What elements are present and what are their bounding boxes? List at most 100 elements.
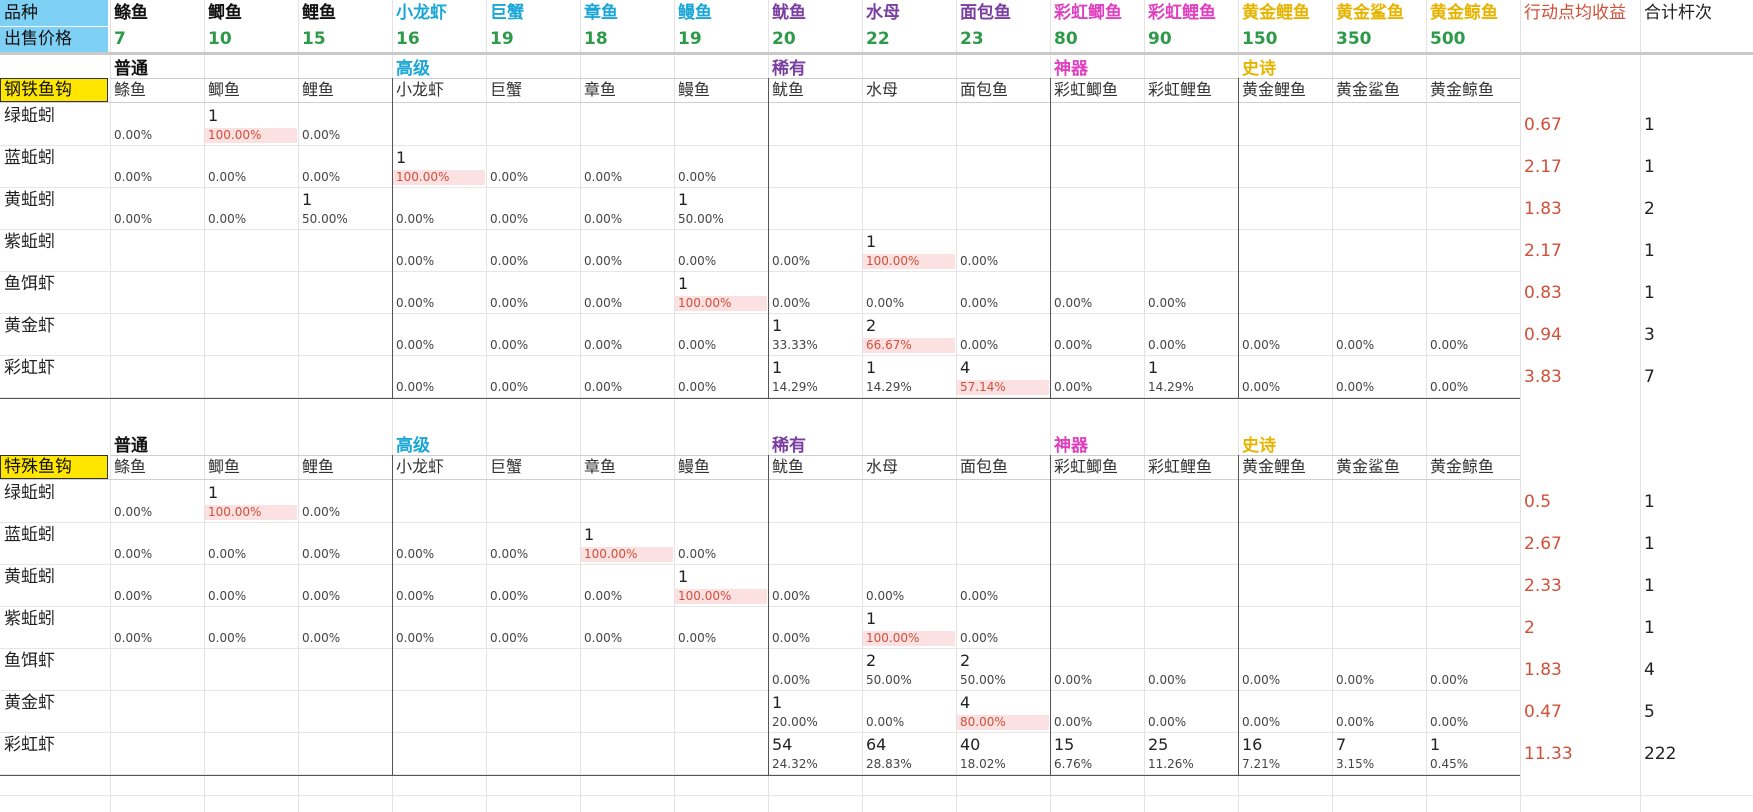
catch-count: 1 — [1148, 358, 1159, 377]
fish-column-label: 彩虹鲫鱼 — [1054, 457, 1119, 476]
catch-count: 1 — [208, 483, 219, 502]
catch-count: 4 — [960, 358, 971, 377]
header-label-divider — [0, 26, 108, 27]
catch-percent: 0.00% — [1336, 338, 1375, 352]
catch-count: 1 — [772, 358, 783, 377]
catch-percent: 0.00% — [772, 589, 811, 603]
bait-name: 彩虹虾 — [4, 358, 55, 378]
col-gridline — [862, 0, 863, 812]
catch-percent: 0.00% — [1054, 673, 1093, 687]
catch-percent: 0.00% — [1242, 380, 1281, 394]
fish-column-label: 鲫鱼 — [208, 80, 241, 99]
total-casts-value: 1 — [1644, 283, 1655, 303]
bait-name: 绿蚯蚓 — [4, 106, 55, 126]
fish-name-header: 水母 — [866, 3, 900, 23]
fish-name-header: 彩虹鲤鱼 — [1148, 3, 1216, 23]
catch-percent: 0.00% — [208, 212, 247, 226]
fish-price-header: 15 — [302, 29, 326, 49]
row-gridline — [0, 355, 1520, 356]
catch-percent: 80.00% — [960, 715, 1006, 729]
catch-percent: 50.00% — [302, 212, 348, 226]
catch-count: 1 — [678, 274, 689, 293]
catch-percent: 0.00% — [114, 505, 153, 519]
percent-highlight — [675, 589, 767, 604]
catch-percent: 0.00% — [772, 631, 811, 645]
total-casts-value: 1 — [1644, 618, 1655, 638]
catch-count: 1 — [208, 106, 219, 125]
tier-label: 神器 — [1054, 59, 1088, 79]
tier-divider — [1238, 455, 1239, 775]
catch-percent: 0.00% — [1148, 715, 1187, 729]
fish-column-label: 面包鱼 — [960, 457, 1009, 476]
catch-percent: 0.00% — [866, 715, 905, 729]
tier-label: 史诗 — [1242, 436, 1276, 456]
row-gridline — [0, 522, 1520, 523]
catch-percent: 100.00% — [866, 254, 920, 268]
row-gridline — [0, 187, 1520, 188]
fish-column-label: 鲦鱼 — [114, 80, 147, 99]
fish-column-label: 黄金鲤鱼 — [1242, 457, 1307, 476]
fish-column-label: 章鱼 — [584, 457, 617, 476]
catch-percent: 0.00% — [114, 170, 153, 184]
percent-highlight — [863, 338, 955, 353]
catch-percent: 6.76% — [1054, 757, 1093, 771]
total-casts-value: 1 — [1644, 241, 1655, 261]
catch-percent: 0.00% — [584, 254, 623, 268]
catch-percent: 14.29% — [1148, 380, 1194, 394]
catch-percent: 0.00% — [208, 170, 247, 184]
catch-percent: 50.00% — [960, 673, 1006, 687]
fish-name-header: 彩虹鲫鱼 — [1054, 3, 1122, 23]
catch-percent: 0.00% — [1242, 715, 1281, 729]
catch-count: 1 — [772, 316, 783, 335]
avg-income-value: 0.5 — [1524, 492, 1552, 512]
catch-percent: 0.00% — [302, 547, 341, 561]
fish-price-header: 80 — [1054, 29, 1078, 49]
catch-percent: 0.00% — [1430, 715, 1469, 729]
catch-percent: 100.00% — [678, 589, 732, 603]
catch-percent: 0.00% — [490, 631, 529, 645]
catch-count: 1 — [678, 567, 689, 586]
fish-name-header: 章鱼 — [584, 3, 618, 23]
catch-percent: 0.00% — [584, 296, 623, 310]
avg-income-value: 1.83 — [1524, 660, 1562, 680]
row-gridline — [0, 774, 1520, 775]
catch-percent: 0.00% — [678, 254, 717, 268]
fish-column-label: 面包鱼 — [960, 80, 1009, 99]
avg-income-value: 2 — [1524, 618, 1535, 638]
catch-percent: 50.00% — [866, 673, 912, 687]
hook-name: 特殊鱼钩 — [4, 457, 72, 477]
col-gridline — [1426, 0, 1427, 812]
tier-label: 稀有 — [772, 436, 806, 456]
fish-price-header: 10 — [208, 29, 232, 49]
catch-count: 64 — [866, 735, 887, 754]
catch-percent: 0.00% — [960, 254, 999, 268]
catch-percent: 66.67% — [866, 338, 912, 352]
fish-name-header: 黄金鲨鱼 — [1336, 3, 1404, 23]
catch-percent: 0.00% — [772, 254, 811, 268]
catch-percent: 0.00% — [490, 254, 529, 268]
tier-label: 稀有 — [772, 59, 806, 79]
catch-percent: 0.00% — [1148, 296, 1187, 310]
catch-percent: 0.00% — [208, 631, 247, 645]
catch-percent: 0.00% — [1148, 338, 1187, 352]
tier-label: 高级 — [396, 436, 430, 456]
catch-percent: 0.00% — [678, 338, 717, 352]
percent-highlight — [205, 505, 297, 520]
percent-highlight — [205, 128, 297, 143]
col-gridline — [1050, 0, 1051, 812]
hook-fill — [0, 78, 108, 102]
catch-percent: 0.00% — [114, 547, 153, 561]
bait-name: 黄金虾 — [4, 693, 55, 713]
catch-percent: 0.00% — [396, 338, 435, 352]
fish-price-header: 23 — [960, 29, 984, 49]
catch-percent: 0.00% — [1430, 380, 1469, 394]
catch-percent: 50.00% — [678, 212, 724, 226]
catch-count: 4 — [960, 693, 971, 712]
catch-percent: 0.45% — [1430, 757, 1469, 771]
fish-name-header: 黄金鲤鱼 — [1242, 3, 1310, 23]
fish-name-header: 面包鱼 — [960, 3, 1011, 23]
bait-name: 绿蚯蚓 — [4, 483, 55, 503]
fish-column-label: 彩虹鲫鱼 — [1054, 80, 1119, 99]
catch-count: 15 — [1054, 735, 1075, 754]
